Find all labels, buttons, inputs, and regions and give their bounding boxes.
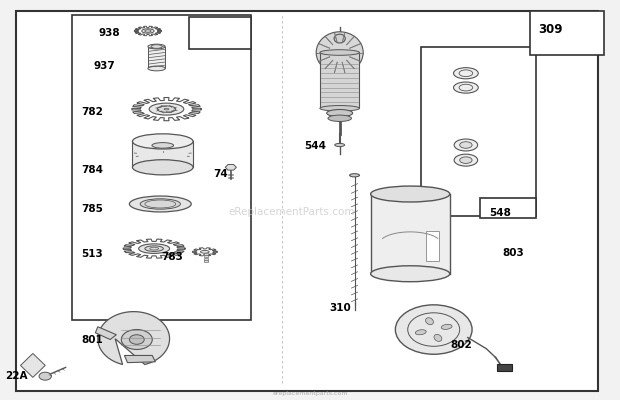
- Ellipse shape: [133, 160, 193, 175]
- Ellipse shape: [151, 45, 162, 48]
- Polygon shape: [225, 164, 236, 170]
- Text: 544: 544: [304, 141, 326, 151]
- Ellipse shape: [320, 50, 360, 55]
- Ellipse shape: [148, 66, 166, 71]
- Bar: [529, 11, 604, 54]
- Ellipse shape: [316, 32, 363, 73]
- Ellipse shape: [130, 196, 191, 212]
- Circle shape: [130, 335, 144, 344]
- Ellipse shape: [140, 199, 180, 209]
- Circle shape: [122, 330, 153, 350]
- Circle shape: [396, 305, 472, 354]
- Ellipse shape: [320, 106, 360, 111]
- Polygon shape: [98, 312, 169, 364]
- Text: 938: 938: [98, 28, 120, 38]
- Ellipse shape: [139, 244, 170, 254]
- Text: 783: 783: [162, 252, 184, 262]
- Ellipse shape: [415, 330, 426, 335]
- Polygon shape: [125, 356, 156, 363]
- Circle shape: [39, 372, 51, 380]
- Ellipse shape: [149, 103, 184, 115]
- Ellipse shape: [142, 29, 154, 33]
- Bar: [371, 194, 450, 274]
- Bar: [72, 15, 251, 320]
- Text: 937: 937: [94, 61, 115, 71]
- Ellipse shape: [152, 143, 174, 148]
- Ellipse shape: [454, 154, 477, 166]
- Polygon shape: [20, 354, 45, 377]
- Ellipse shape: [371, 266, 450, 282]
- Ellipse shape: [200, 250, 209, 253]
- Text: 785: 785: [81, 204, 103, 214]
- Bar: [204, 256, 208, 258]
- Bar: [480, 198, 536, 218]
- Ellipse shape: [371, 186, 450, 202]
- Text: 309: 309: [538, 23, 562, 36]
- Text: 548: 548: [490, 208, 511, 218]
- Bar: [426, 231, 440, 261]
- Text: 802: 802: [451, 340, 472, 350]
- Ellipse shape: [459, 142, 472, 148]
- Ellipse shape: [434, 334, 442, 341]
- Ellipse shape: [454, 139, 477, 151]
- Ellipse shape: [350, 174, 360, 177]
- Text: 782: 782: [81, 107, 103, 117]
- Text: 74: 74: [213, 169, 228, 179]
- Bar: [189, 17, 251, 48]
- Polygon shape: [95, 327, 117, 340]
- Bar: [422, 46, 536, 216]
- Bar: [320, 52, 360, 108]
- Ellipse shape: [148, 44, 166, 49]
- Ellipse shape: [157, 106, 175, 112]
- Ellipse shape: [335, 143, 345, 146]
- Ellipse shape: [453, 82, 478, 93]
- Text: 22A: 22A: [5, 371, 27, 381]
- Bar: [204, 253, 208, 255]
- Bar: [497, 364, 511, 372]
- Bar: [204, 260, 208, 262]
- Ellipse shape: [133, 134, 193, 149]
- Text: eReplacementParts.com: eReplacementParts.com: [228, 207, 355, 217]
- Ellipse shape: [459, 157, 472, 164]
- Text: 513: 513: [81, 249, 103, 259]
- Text: 803: 803: [502, 248, 524, 258]
- Bar: [133, 142, 193, 167]
- Ellipse shape: [164, 108, 169, 110]
- Ellipse shape: [453, 68, 478, 79]
- Ellipse shape: [328, 115, 352, 122]
- Ellipse shape: [327, 110, 353, 117]
- Ellipse shape: [145, 246, 164, 252]
- Text: 801: 801: [81, 335, 103, 345]
- Bar: [204, 258, 208, 260]
- Ellipse shape: [334, 34, 345, 43]
- Ellipse shape: [425, 318, 433, 325]
- Bar: [148, 46, 166, 68]
- Text: 784: 784: [81, 165, 104, 175]
- Text: ereplacementparts.com: ereplacementparts.com: [272, 391, 348, 396]
- Ellipse shape: [441, 324, 452, 329]
- Text: 310: 310: [329, 304, 350, 314]
